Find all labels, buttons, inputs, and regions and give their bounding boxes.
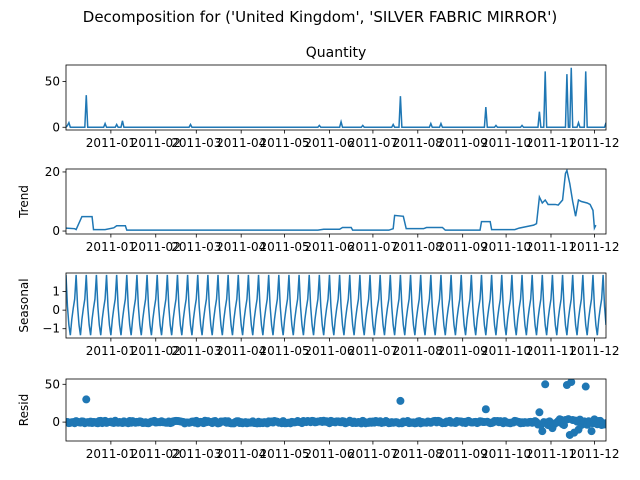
panel-trend: 0202011-012011-022011-032011-042011-0520…: [17, 165, 619, 254]
x-tick-label: 2011-09: [438, 344, 488, 358]
x-tick-label: 2011-12: [569, 240, 619, 254]
y-axis-label: Trend: [17, 185, 31, 219]
x-tick-label: 2011-10: [481, 344, 531, 358]
x-tick-label: 2011-01: [86, 447, 136, 461]
figure-title: Decomposition for ('United Kingdom', 'SI…: [83, 8, 557, 26]
x-tick-label: 2011-01: [86, 240, 136, 254]
seasonal-axes-frame: [65, 272, 607, 339]
x-tick-label: 2011-11: [526, 344, 576, 358]
quantity-line: [66, 67, 606, 128]
x-tick-label: 2011-02: [131, 240, 181, 254]
y-tick-label: 0: [52, 415, 60, 429]
x-tick-label: 2011-08: [393, 344, 443, 358]
panel-resid: 0502011-012011-022011-032011-042011-0520…: [17, 377, 619, 461]
x-tick-label: 2011-08: [393, 240, 443, 254]
panels-group: 0502011-012011-022011-032011-042011-0520…: [17, 45, 619, 461]
y-tick-label: −1: [42, 322, 60, 336]
resid-point: [587, 427, 596, 436]
x-tick-label: 2011-10: [481, 447, 531, 461]
seasonal-line: [66, 274, 606, 336]
trend-axes-frame: [65, 168, 607, 235]
y-tick-label: 50: [45, 74, 60, 88]
x-tick-label: 2011-04: [216, 344, 266, 358]
x-tick-label: 2011-05: [260, 240, 310, 254]
seasonal-plot-area: [66, 274, 606, 336]
trend-line: [66, 169, 597, 231]
resid-axes-frame: [65, 378, 607, 442]
x-tick-label: 2011-09: [438, 136, 488, 150]
panel-title: Quantity: [306, 45, 367, 61]
resid-point: [581, 382, 590, 391]
x-tick-label: 2011-07: [348, 240, 398, 254]
x-tick-label: 2011-07: [348, 136, 398, 150]
x-tick-label: 2011-01: [86, 136, 136, 150]
resid-point: [567, 379, 576, 387]
x-tick-label: 2011-12: [569, 136, 619, 150]
x-tick-label: 2011-02: [131, 344, 181, 358]
x-tick-label: 2011-11: [526, 240, 576, 254]
resid-point: [481, 405, 490, 414]
y-tick-label: 0: [52, 224, 60, 238]
x-tick-label: 2011-11: [526, 136, 576, 150]
x-tick-label: 2011-06: [304, 240, 354, 254]
x-tick-label: 2011-06: [304, 447, 354, 461]
y-tick-label: 1: [52, 285, 60, 299]
y-tick-label: 0: [52, 120, 60, 134]
x-tick-label: 2011-03: [171, 136, 221, 150]
x-tick-label: 2011-08: [393, 447, 443, 461]
x-tick-label: 2011-10: [481, 240, 531, 254]
resid-point: [396, 396, 405, 405]
x-tick-label: 2011-08: [393, 136, 443, 150]
x-tick-label: 2011-02: [131, 136, 181, 150]
x-tick-label: 2011-12: [569, 447, 619, 461]
x-tick-label: 2011-04: [216, 136, 266, 150]
x-tick-label: 2011-05: [260, 136, 310, 150]
x-tick-label: 2011-01: [86, 344, 136, 358]
y-axis-label: Seasonal: [17, 278, 31, 332]
x-tick-label: 2011-05: [260, 344, 310, 358]
panel-observed: 0502011-012011-022011-032011-042011-0520…: [45, 45, 620, 150]
x-tick-label: 2011-10: [481, 136, 531, 150]
x-tick-label: 2011-03: [171, 240, 221, 254]
x-tick-label: 2011-02: [131, 447, 181, 461]
resid-point: [82, 395, 91, 404]
x-tick-label: 2011-06: [304, 136, 354, 150]
x-tick-label: 2011-07: [348, 447, 398, 461]
trend-plot-area: [66, 169, 597, 231]
resid-point: [541, 380, 550, 389]
x-tick-label: 2011-06: [304, 344, 354, 358]
x-tick-label: 2011-03: [171, 447, 221, 461]
y-tick-label: 50: [45, 377, 60, 391]
resid-point: [535, 408, 544, 417]
y-tick-label: 20: [45, 165, 60, 179]
x-tick-label: 2011-12: [569, 344, 619, 358]
x-tick-label: 2011-09: [438, 240, 488, 254]
resid-plot-area: [66, 379, 606, 439]
y-tick-label: 0: [52, 303, 60, 317]
x-tick-label: 2011-04: [216, 447, 266, 461]
observed-plot-area: [66, 67, 606, 128]
resid-point: [538, 427, 547, 436]
y-axis-label: Resid: [17, 394, 31, 426]
x-tick-label: 2011-07: [348, 344, 398, 358]
x-tick-label: 2011-03: [171, 344, 221, 358]
x-tick-label: 2011-11: [526, 447, 576, 461]
x-tick-label: 2011-04: [216, 240, 266, 254]
observed-axes-frame: [65, 64, 607, 131]
panel-seasonal: −1012011-012011-022011-032011-042011-052…: [17, 272, 619, 358]
resid-point: [602, 419, 606, 428]
x-tick-label: 2011-05: [260, 447, 310, 461]
x-tick-label: 2011-09: [438, 447, 488, 461]
